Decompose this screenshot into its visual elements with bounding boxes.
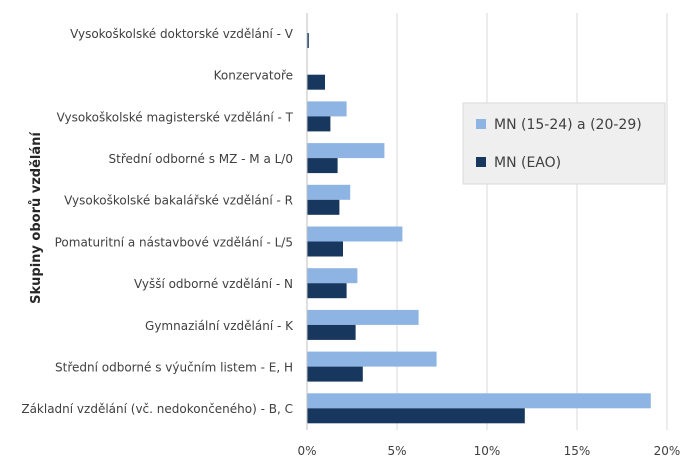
bar bbox=[307, 241, 343, 257]
bar bbox=[307, 33, 309, 48]
bar bbox=[307, 199, 340, 215]
axes: 0% 5% 10% 15% 20% Vysokoškolské doktorské vzd… bbox=[21, 13, 680, 458]
legend-label: MN (EAO) bbox=[494, 155, 561, 171]
legend-label: MN (15-24) a (20-29) bbox=[494, 117, 642, 133]
bars bbox=[307, 33, 651, 424]
category-label: Konzervatoře bbox=[214, 69, 293, 83]
bar bbox=[307, 268, 358, 284]
legend-swatch bbox=[476, 119, 486, 129]
category-label: Vysokoškolské doktorské vzdělání - V bbox=[70, 27, 294, 41]
category-label: Gymnaziální vzdělání - K bbox=[145, 319, 294, 333]
bar bbox=[307, 309, 419, 325]
legend-box bbox=[462, 102, 666, 185]
x-tick-label: 0% bbox=[297, 444, 316, 458]
bar bbox=[307, 116, 331, 132]
bar bbox=[307, 226, 403, 242]
x-tick-label: 10% bbox=[474, 444, 501, 458]
bar bbox=[307, 393, 651, 409]
y-axis-title: Skupiny oborů vzdělání bbox=[29, 131, 44, 304]
category-label: Pomaturitní a nástavbové vzdělání - L/5 bbox=[55, 235, 293, 249]
x-tick-label: 20% bbox=[654, 444, 681, 458]
category-label: Vysokoškolské bakalářské vzdělání - R bbox=[64, 194, 293, 208]
bar bbox=[307, 351, 437, 367]
bar bbox=[307, 324, 356, 340]
category-label: Střední odborné s MZ - M a L/0 bbox=[109, 152, 294, 166]
bar bbox=[307, 408, 525, 424]
category-label: Vyšší odborné vzdělání - N bbox=[134, 277, 293, 291]
legend-swatch bbox=[476, 157, 486, 167]
category-label: Základní vzdělání (vč. nedokončeného) - … bbox=[21, 402, 293, 416]
bar bbox=[307, 184, 351, 200]
category-label: Střední odborné s výučním listem - E, H bbox=[55, 360, 293, 374]
bar bbox=[307, 101, 347, 117]
x-tick-label: 15% bbox=[564, 444, 591, 458]
bar bbox=[307, 74, 325, 90]
bar bbox=[307, 158, 338, 174]
bar bbox=[307, 283, 347, 299]
legend: MN (15-24) a (20-29) MN (EAO) bbox=[462, 102, 666, 185]
x-tick-label: 5% bbox=[387, 444, 406, 458]
bar bbox=[307, 143, 385, 159]
bar bbox=[307, 366, 363, 382]
category-label: Vysokoškolské magisterské vzdělání - T bbox=[57, 110, 294, 124]
